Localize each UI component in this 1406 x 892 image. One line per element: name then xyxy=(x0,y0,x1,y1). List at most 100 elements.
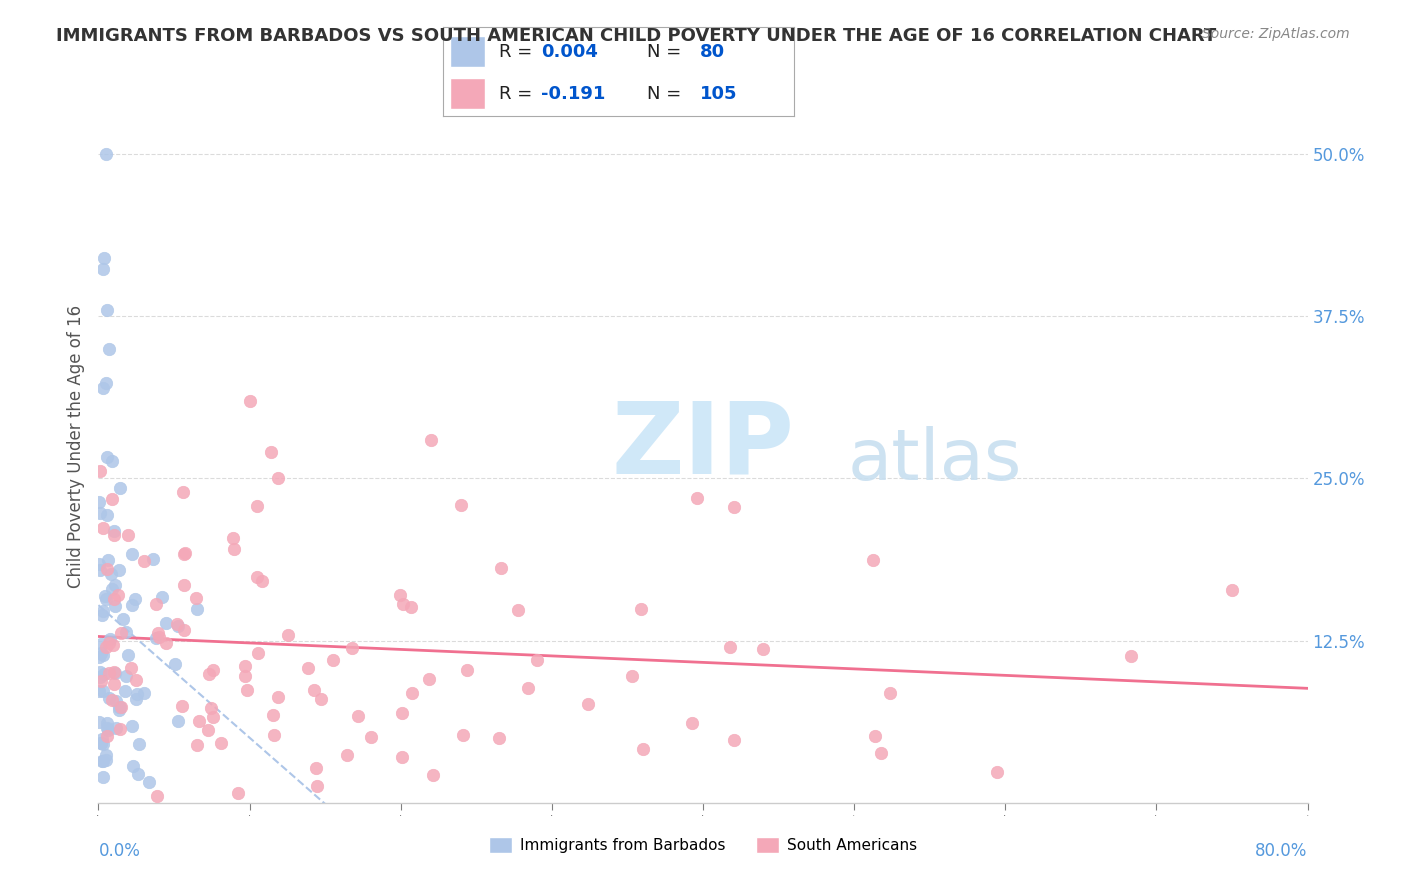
Point xyxy=(686,491,709,505)
Point xyxy=(336,748,359,763)
Point xyxy=(132,686,155,700)
Point xyxy=(89,563,111,577)
Point xyxy=(508,603,530,617)
Point xyxy=(90,673,112,688)
Point xyxy=(1121,649,1143,664)
Point xyxy=(89,464,111,478)
Point xyxy=(120,661,142,675)
Point xyxy=(127,766,149,780)
Point xyxy=(96,715,118,730)
Point xyxy=(108,699,131,714)
Point xyxy=(197,723,219,737)
Point xyxy=(347,709,370,723)
Point xyxy=(451,729,474,743)
Point xyxy=(239,393,262,408)
Point xyxy=(101,454,124,468)
Point xyxy=(87,684,110,698)
Point xyxy=(630,602,652,616)
Point xyxy=(166,619,188,633)
Point xyxy=(93,251,115,265)
Point xyxy=(422,768,444,782)
Text: N =: N = xyxy=(647,85,686,103)
FancyBboxPatch shape xyxy=(450,78,485,109)
Point xyxy=(489,561,512,575)
Point xyxy=(246,570,269,584)
Point xyxy=(87,649,110,664)
Text: 80: 80 xyxy=(699,43,724,61)
Point xyxy=(309,692,332,706)
Text: 0.004: 0.004 xyxy=(541,43,598,61)
Point xyxy=(723,500,745,514)
Point xyxy=(96,508,118,522)
Point xyxy=(90,731,112,746)
Point xyxy=(125,692,148,706)
Point xyxy=(97,666,120,681)
Point xyxy=(89,495,111,509)
Point xyxy=(107,703,129,717)
Point xyxy=(266,471,288,485)
Text: 105: 105 xyxy=(699,85,737,103)
Point xyxy=(186,738,208,752)
Point xyxy=(173,547,195,561)
Point xyxy=(125,673,148,687)
Point xyxy=(94,754,117,768)
Point xyxy=(277,628,299,642)
Text: 80.0%: 80.0% xyxy=(1256,842,1308,860)
Point xyxy=(103,677,125,691)
Point xyxy=(246,499,269,513)
Point xyxy=(103,591,125,606)
Point xyxy=(633,742,655,756)
Point xyxy=(148,625,170,640)
Point xyxy=(105,694,128,708)
Point xyxy=(262,707,284,722)
Point xyxy=(91,607,114,622)
Point xyxy=(246,646,269,660)
Point xyxy=(94,589,117,603)
Point xyxy=(108,481,131,495)
Text: ZIP: ZIP xyxy=(612,398,794,494)
Point xyxy=(250,574,273,589)
Point xyxy=(93,648,115,662)
Point xyxy=(96,450,118,464)
Point xyxy=(101,693,124,707)
Point xyxy=(110,700,132,714)
Point xyxy=(305,761,328,775)
Point xyxy=(621,669,644,683)
Point xyxy=(96,640,118,654)
Point xyxy=(89,558,111,572)
Point xyxy=(267,690,290,704)
Point xyxy=(89,670,111,684)
Text: Source: ZipAtlas.com: Source: ZipAtlas.com xyxy=(1202,27,1350,41)
Point xyxy=(97,723,120,737)
Point xyxy=(401,686,423,700)
Point xyxy=(517,681,540,695)
Point xyxy=(89,646,111,660)
Point xyxy=(166,714,188,728)
Point xyxy=(233,659,256,673)
Point xyxy=(401,600,423,615)
Point xyxy=(166,616,188,631)
Point xyxy=(96,302,118,317)
Point xyxy=(108,722,131,736)
Point xyxy=(456,663,478,677)
FancyBboxPatch shape xyxy=(450,36,485,67)
Point xyxy=(723,732,745,747)
Legend: Immigrants from Barbados, South Americans: Immigrants from Barbados, South American… xyxy=(484,831,922,859)
Point xyxy=(112,612,135,626)
Point xyxy=(173,577,195,591)
Point xyxy=(155,615,177,630)
Point xyxy=(302,682,325,697)
Point xyxy=(103,524,125,539)
Point xyxy=(104,665,127,680)
Point xyxy=(94,591,117,606)
Point xyxy=(96,562,118,576)
Point xyxy=(488,731,510,745)
Point xyxy=(342,641,364,656)
Point xyxy=(146,789,169,803)
Point xyxy=(94,147,117,161)
Point xyxy=(391,749,413,764)
Point xyxy=(93,684,115,698)
Text: -0.191: -0.191 xyxy=(541,85,606,103)
Point xyxy=(142,552,165,566)
Point xyxy=(297,660,319,674)
